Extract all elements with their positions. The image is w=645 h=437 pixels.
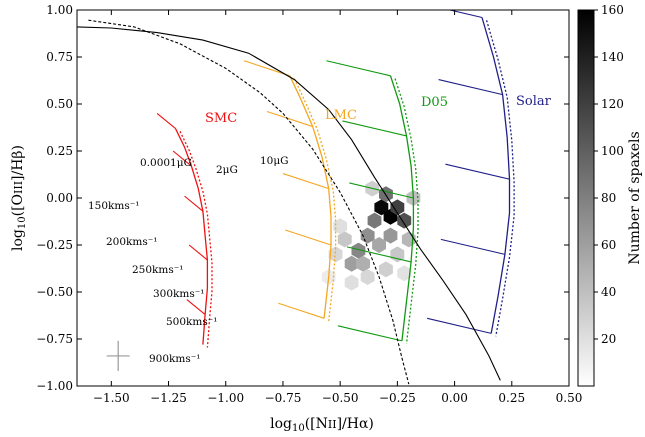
hexbin-cell bbox=[397, 265, 412, 282]
x-axis-title: log10([NII]/Hα) bbox=[270, 416, 374, 434]
grid-track-lmc bbox=[282, 173, 329, 190]
x-tick-label: −0.75 bbox=[265, 391, 302, 405]
grid-line-smc bbox=[174, 128, 209, 345]
grid-track-solar bbox=[426, 317, 492, 334]
grid-track-smc bbox=[188, 244, 208, 261]
y-tick-label: 0.25 bbox=[46, 144, 73, 158]
hexbin-cell bbox=[337, 231, 352, 248]
grid-track-lmc bbox=[278, 302, 325, 319]
model-grids bbox=[156, 10, 515, 348]
x-tick-label: −0.50 bbox=[322, 391, 359, 405]
hexbin-cell bbox=[351, 242, 366, 259]
error-bar bbox=[106, 340, 130, 371]
label-b-2: 2μG bbox=[216, 164, 238, 176]
hexbin-cell bbox=[374, 199, 389, 216]
label-v500: 500kms⁻¹ bbox=[166, 316, 218, 328]
x-tick-label: −1.00 bbox=[207, 391, 244, 405]
colorbar bbox=[577, 9, 595, 387]
colorbar-tick-label: 80 bbox=[601, 191, 616, 205]
grid-track-smc bbox=[172, 150, 192, 167]
label-v900: 900kms⁻¹ bbox=[149, 353, 201, 365]
colorbar-ticks: 20 40 60 80 100 120 140 160 bbox=[594, 3, 624, 346]
colorbar-tick-label: 60 bbox=[601, 238, 616, 252]
grid-line-d05 bbox=[389, 75, 415, 341]
y-tick-label: −0.50 bbox=[36, 285, 73, 299]
x-tick-label: −1.50 bbox=[93, 391, 130, 405]
x-tick-label: −1.25 bbox=[150, 391, 187, 405]
label-b-10: 10μG bbox=[260, 155, 289, 167]
grid-label-lmc: LMC bbox=[325, 108, 357, 123]
grid-line-lmc-dotted bbox=[293, 78, 337, 322]
hexbin-cell bbox=[344, 274, 359, 291]
colorbar-tick-label: 160 bbox=[601, 3, 624, 17]
grid-label-solar: Solar bbox=[516, 94, 552, 109]
grid-label-d05: D05 bbox=[421, 95, 448, 110]
colorbar-tick-label: 40 bbox=[601, 285, 616, 299]
grid-track-lmc bbox=[266, 110, 313, 128]
label-b-0001: 0.0001μG bbox=[140, 157, 192, 169]
curve-kewley bbox=[77, 26, 501, 381]
hexbin-cell bbox=[372, 237, 386, 253]
hexbin-cell bbox=[367, 212, 382, 229]
hexbin-cell bbox=[379, 261, 393, 278]
x-axis-ticks: −1.50 −1.25 −1.00 −0.75 −0.50 −0.25 0.00 0.25 0.… bbox=[93, 10, 582, 405]
grid-track-d05 bbox=[346, 246, 412, 263]
grid-track-solar bbox=[445, 163, 510, 180]
label-v250: 250kms⁻¹ bbox=[132, 264, 184, 276]
grid-track-d05 bbox=[342, 120, 407, 137]
grid-track-d05 bbox=[326, 60, 391, 77]
grid-track-smc bbox=[186, 299, 206, 315]
y-tick-label: 0.00 bbox=[46, 191, 73, 205]
y-tick-label: 1.00 bbox=[46, 3, 73, 17]
x-tick-label: −0.25 bbox=[379, 391, 416, 405]
grid-track-solar bbox=[440, 238, 506, 255]
hexbin-cell bbox=[344, 255, 359, 272]
x-tick-label: 0.50 bbox=[556, 391, 583, 405]
hexbin-cell bbox=[328, 246, 343, 263]
grid-track-smc bbox=[184, 195, 204, 212]
grid-label-smc: SMC bbox=[205, 111, 237, 126]
grid-track-solar bbox=[438, 79, 503, 96]
grid-track-d05 bbox=[337, 325, 403, 342]
y-axis-title: log10([OIII]/Hβ) bbox=[10, 145, 28, 251]
x-tick-label: 0.00 bbox=[441, 391, 468, 405]
hexbin-cell bbox=[383, 227, 398, 244]
grid-track-smc bbox=[156, 112, 176, 129]
spaxel-hexbin-density bbox=[321, 180, 421, 291]
colorbar-tick-label: 140 bbox=[601, 50, 624, 64]
label-v300: 300kms⁻¹ bbox=[153, 288, 205, 300]
grid-track-lmc bbox=[243, 60, 290, 77]
colorbar-label: Number of spaxels bbox=[627, 131, 643, 264]
label-v200: 200kms⁻¹ bbox=[106, 236, 158, 248]
colorbar-tick-label: 120 bbox=[601, 97, 624, 111]
colorbar-tick-label: 20 bbox=[601, 332, 616, 346]
hexbin-cell bbox=[397, 212, 412, 229]
grid-line-d05-dotted bbox=[394, 78, 419, 344]
y-tick-label: −1.00 bbox=[36, 379, 73, 393]
demarcation-curves bbox=[77, 19, 501, 385]
y-tick-label: −0.75 bbox=[36, 332, 73, 346]
y-tick-label: 0.75 bbox=[46, 50, 73, 64]
y-tick-label: −0.25 bbox=[36, 238, 73, 252]
label-v150: 150kms⁻¹ bbox=[88, 200, 140, 212]
hexbin-cell bbox=[356, 255, 370, 272]
curve-kauffmann bbox=[88, 19, 410, 385]
x-tick-label: 0.25 bbox=[498, 391, 525, 405]
y-tick-label: 0.50 bbox=[46, 97, 73, 111]
colorbar-tick-label: 100 bbox=[601, 144, 624, 158]
grid-track-lmc bbox=[285, 229, 332, 246]
grid-track-d05 bbox=[349, 182, 414, 199]
hexbin-cell bbox=[390, 199, 405, 216]
hexbin-cell bbox=[360, 269, 375, 285]
y-axis-ticks: −1.00 −0.75 −0.50 −0.25 0.00 0.25 0.50 0.75 1.00 bbox=[36, 3, 569, 393]
grid-line-solar-dotted bbox=[485, 20, 515, 337]
hexbin-cell bbox=[333, 218, 348, 235]
